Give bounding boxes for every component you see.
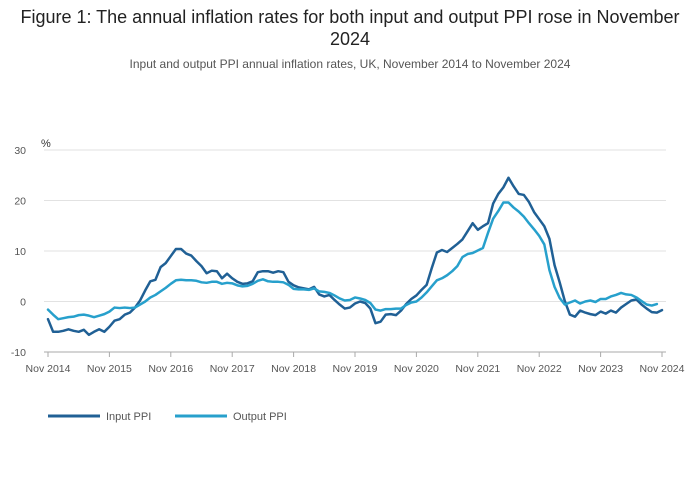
y-tick-label: 20 xyxy=(14,196,26,208)
x-axis-ticks: Nov 2014 Nov 2015 Nov 2016 Nov 2017 Nov 2018… xyxy=(26,352,685,375)
x-tick-label: Nov 2022 xyxy=(517,363,562,375)
series-lines xyxy=(46,176,664,337)
x-tick-label: Nov 2014 xyxy=(26,363,71,375)
y-tick-label: 30 xyxy=(14,145,26,157)
y-axis-unit-label: % xyxy=(41,138,51,150)
x-tick-label: Nov 2019 xyxy=(333,363,378,375)
y-tick-label: 0 xyxy=(20,297,26,309)
series-line-input-ppi xyxy=(46,176,664,337)
x-tick-label: Nov 2024 xyxy=(640,363,685,375)
series-line-output-ppi xyxy=(46,201,659,321)
chart-title: Figure 1: The annual inflation rates for… xyxy=(20,7,680,49)
x-tick-label: Nov 2018 xyxy=(271,363,316,375)
y-axis-ticks: -10 0 10 20 30 xyxy=(11,145,26,359)
legend-label: Output PPI xyxy=(233,411,287,423)
x-tick-label: Nov 2023 xyxy=(578,363,623,375)
x-tick-label: Nov 2016 xyxy=(148,363,193,375)
legend: Input PPI Output PPI xyxy=(48,411,287,423)
y-tick-label: -10 xyxy=(11,347,26,359)
chart-subtitle: Input and output PPI annual inflation ra… xyxy=(129,57,571,71)
x-tick-label: Nov 2020 xyxy=(394,363,439,375)
gridlines xyxy=(44,149,666,353)
x-tick-label: Nov 2021 xyxy=(455,363,500,375)
y-tick-label: 10 xyxy=(14,246,26,258)
legend-label: Input PPI xyxy=(106,411,151,423)
x-tick-label: Nov 2017 xyxy=(210,363,255,375)
x-tick-label: Nov 2015 xyxy=(87,363,132,375)
